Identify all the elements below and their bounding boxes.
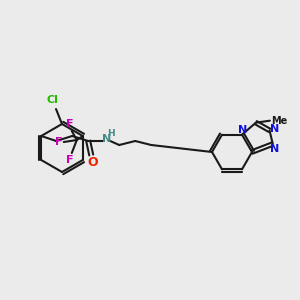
Text: N: N <box>102 134 111 144</box>
Text: N: N <box>270 144 279 154</box>
Text: F: F <box>66 155 74 165</box>
Text: N: N <box>238 125 247 135</box>
Text: Me: Me <box>271 116 287 126</box>
Text: N: N <box>270 124 279 134</box>
Text: Cl: Cl <box>46 95 58 105</box>
Text: F: F <box>55 137 62 147</box>
Text: F: F <box>66 119 74 129</box>
Text: O: O <box>87 157 98 169</box>
Text: H: H <box>107 130 115 139</box>
